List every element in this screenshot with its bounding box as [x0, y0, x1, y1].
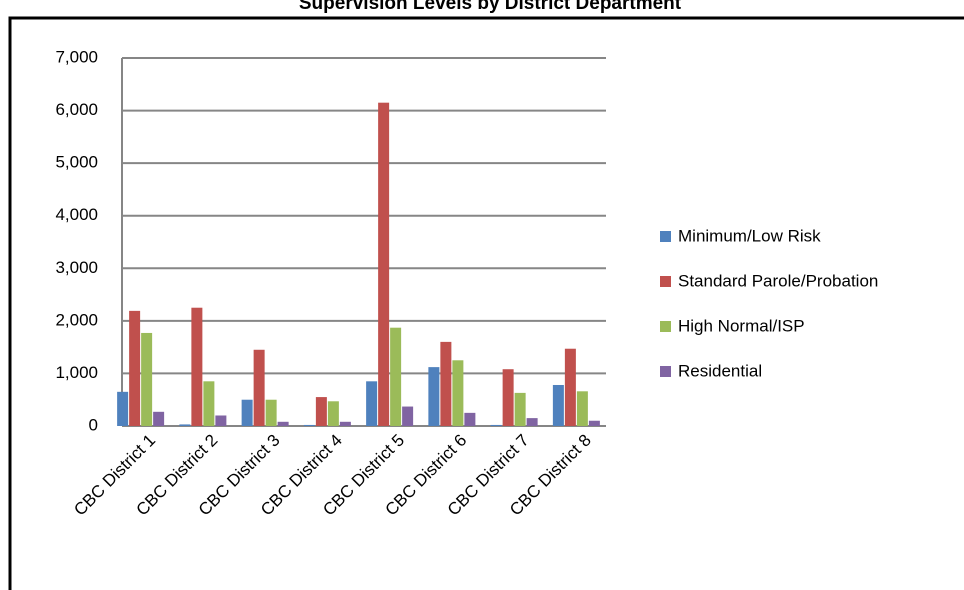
bar: [315, 397, 327, 426]
y-tick-label: 5,000: [55, 153, 98, 172]
y-tick-label: 3,000: [55, 258, 98, 277]
bar: [490, 424, 502, 426]
bar: [366, 381, 378, 426]
bar: [253, 349, 265, 426]
legend-swatch: [660, 321, 671, 332]
bar: [390, 327, 402, 426]
legend-swatch: [660, 366, 671, 377]
bar: [179, 424, 191, 426]
y-tick-label: 2,000: [55, 310, 98, 329]
bar: [452, 360, 464, 426]
bar: [378, 102, 390, 426]
legend-swatch: [660, 276, 671, 287]
bar: [191, 307, 203, 426]
bar: [277, 421, 289, 426]
bar: [576, 391, 588, 426]
y-tick-label: 7,000: [55, 47, 98, 66]
bar: [564, 348, 576, 426]
bar: [327, 401, 339, 426]
bar: [303, 424, 315, 426]
legend-swatch: [660, 231, 671, 242]
legend-label: Residential: [678, 361, 762, 380]
bar: [514, 392, 526, 426]
bar: [241, 399, 253, 426]
bar: [117, 391, 129, 426]
bar: [464, 412, 476, 426]
bar: [502, 369, 514, 426]
legend-label: Standard Parole/Probation: [678, 271, 878, 290]
y-tick-label: 4,000: [55, 205, 98, 224]
bar: [153, 411, 165, 426]
y-tick-label: 6,000: [55, 100, 98, 119]
bar: [428, 367, 440, 426]
bar: [129, 310, 141, 426]
bar: [141, 332, 153, 426]
bar: [552, 384, 564, 426]
bar: [402, 406, 414, 426]
bar: [526, 418, 538, 426]
y-tick-label: 0: [89, 415, 98, 434]
legend-label: High Normal/ISP: [678, 316, 805, 335]
bar: [339, 421, 351, 426]
bar: [215, 415, 227, 426]
chart-frame: [8, 16, 964, 590]
chart-title: Supervision Levels by District Departmen…: [299, 0, 682, 14]
y-tick-label: 1,000: [55, 363, 98, 382]
bar: [265, 399, 277, 426]
legend-label: Minimum/Low Risk: [678, 226, 821, 245]
bar: [203, 381, 215, 426]
bar: [588, 420, 600, 426]
bar: [440, 341, 452, 426]
